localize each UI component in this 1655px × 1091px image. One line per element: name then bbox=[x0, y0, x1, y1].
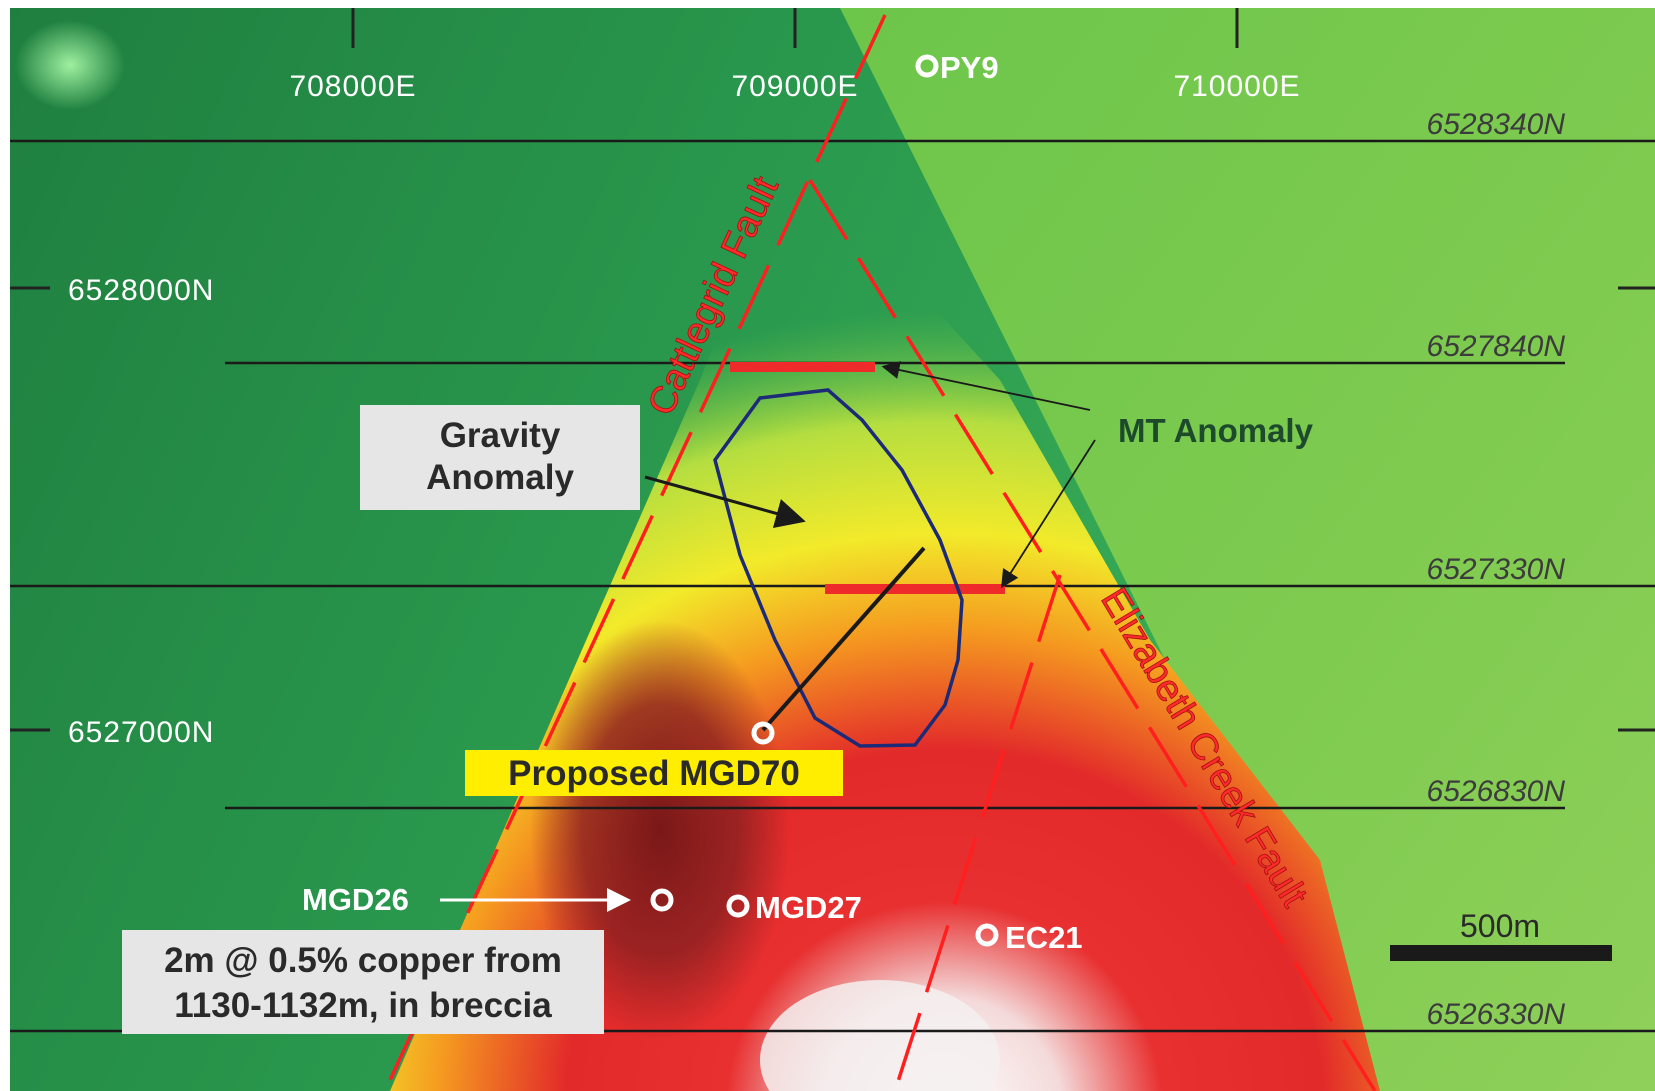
proposed-hole-trace bbox=[761, 546, 926, 732]
fault-lines bbox=[383, 14, 1377, 1091]
easting-label: 708000E bbox=[289, 70, 416, 103]
drillhole-icon bbox=[915, 54, 939, 78]
section-label: 6528340N bbox=[1427, 108, 1566, 141]
gravity-anomaly-label: Gravity bbox=[440, 416, 561, 455]
drillhole-label: PY9 bbox=[940, 50, 999, 85]
section-label: 6526330N bbox=[1427, 998, 1566, 1031]
northing-label: 6528000N bbox=[68, 274, 214, 307]
white-core bbox=[760, 980, 1000, 1091]
gravity-anomaly-outline bbox=[713, 388, 964, 748]
gravity-anomaly-box bbox=[360, 405, 640, 510]
section-label: 6526830N bbox=[1427, 775, 1566, 808]
drillhole-label: MGD27 bbox=[755, 890, 862, 925]
elizabeth-creek-fault-line bbox=[808, 179, 1377, 1091]
drillhole-label: EC21 bbox=[1005, 920, 1083, 955]
right-green-field bbox=[840, 8, 1655, 1091]
drillhole-label: MGD26 bbox=[302, 882, 409, 917]
gravity-anomaly-label: Anomaly bbox=[426, 458, 574, 497]
drillhole-icon bbox=[650, 888, 674, 912]
intercept-box bbox=[122, 930, 604, 1034]
green-glow bbox=[15, 20, 125, 110]
section-label: 6527840N bbox=[1427, 330, 1566, 363]
northing-grid: 6528000N 6527000N bbox=[10, 274, 1655, 749]
scale-bar bbox=[1390, 945, 1612, 961]
cattlegrid-fault-line bbox=[383, 14, 887, 1091]
intercept-label: 2m @ 0.5% copper from bbox=[164, 941, 562, 980]
proposed-hole-label: Proposed MGD70 bbox=[508, 754, 800, 793]
drillhole-icon bbox=[975, 923, 999, 947]
proposed-collar-icon bbox=[751, 721, 775, 745]
proposed-hole-highlight bbox=[465, 750, 843, 796]
section-label: 6527330N bbox=[1427, 553, 1566, 586]
mt-arrow bbox=[1001, 439, 1096, 589]
mt-anomaly-label: MT Anomaly bbox=[1118, 412, 1314, 449]
easting-grid: 708000E 709000E 710000E bbox=[289, 8, 1300, 103]
easting-label: 709000E bbox=[731, 70, 858, 103]
mt-arrow bbox=[881, 361, 1091, 411]
scale-label: 500m bbox=[1460, 908, 1540, 944]
gravity-arrow bbox=[644, 475, 806, 529]
easting-label: 710000E bbox=[1173, 70, 1300, 103]
drillhole-icon bbox=[726, 894, 750, 918]
northing-label: 6527000N bbox=[68, 716, 214, 749]
intercept-label: 1130-1132m, in breccia bbox=[174, 986, 552, 1025]
